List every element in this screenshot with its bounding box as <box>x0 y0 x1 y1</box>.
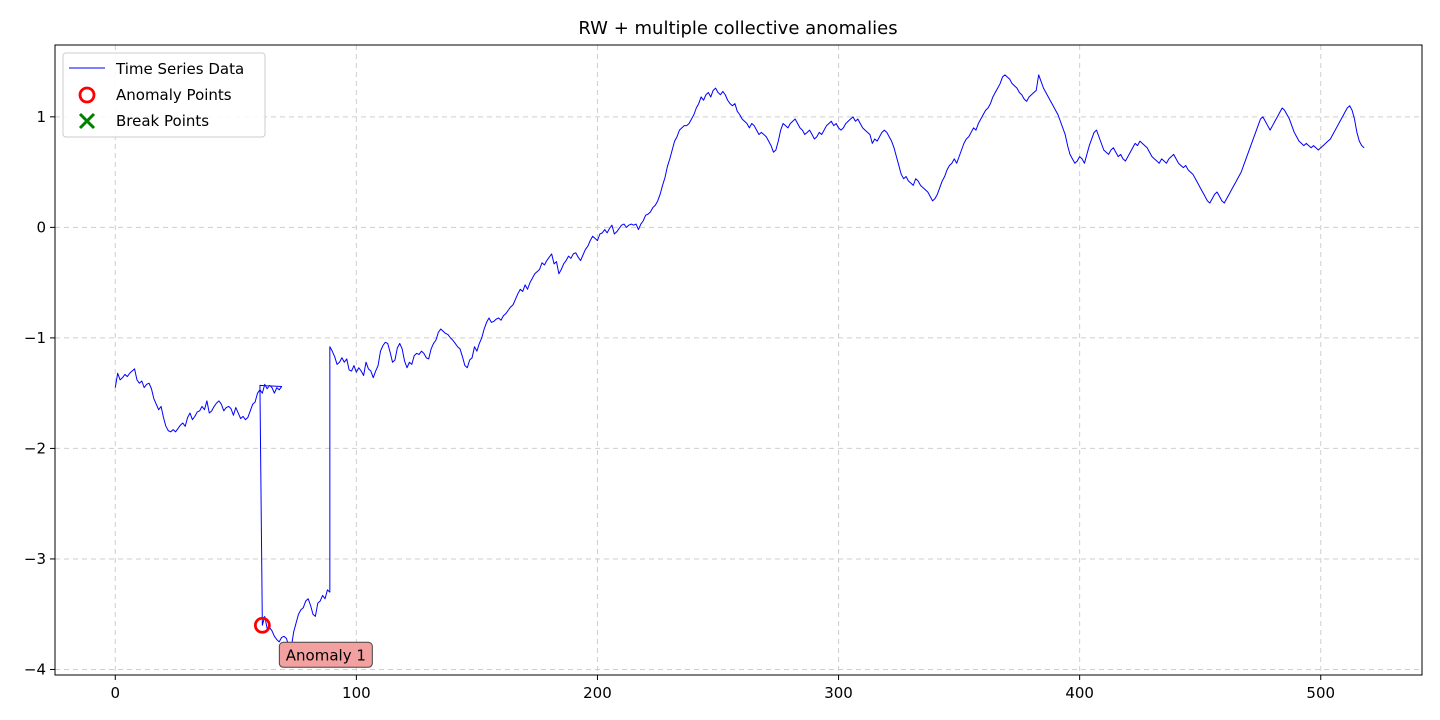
y-tick-label: 1 <box>36 108 46 126</box>
legend-label-anomaly-points: Anomaly Points <box>116 86 232 104</box>
y-tick-label: 0 <box>36 218 46 236</box>
x-tick-label: 100 <box>342 684 371 702</box>
y-tick-label: −1 <box>24 329 46 347</box>
legend-label-break-points: Break Points <box>116 112 209 130</box>
annotations: Anomaly 1 <box>278 641 373 668</box>
x-tick-label: 300 <box>824 684 853 702</box>
y-tick-label: −2 <box>24 439 46 457</box>
time-series-line <box>114 74 1365 648</box>
legend-box <box>62 52 266 138</box>
series-layer <box>114 74 1365 648</box>
annotation-box <box>278 641 373 668</box>
grid <box>55 45 1422 675</box>
y-tick-label: −3 <box>24 550 46 568</box>
axes: 0 100 200 300 400 500 1 0 −1 −2 −3 −4 <box>24 108 1335 702</box>
legend-label-time-series: Time Series Data <box>115 60 244 78</box>
x-tick-label: 0 <box>110 684 120 702</box>
x-tick-label: 500 <box>1306 684 1335 702</box>
anomaly-point-marker <box>253 616 271 634</box>
chart-title: RW + multiple collective anomalies <box>578 18 897 39</box>
x-tick-label: 200 <box>583 684 612 702</box>
annotation-label: Anomaly 1 <box>278 641 373 668</box>
plot-frame <box>54 44 1423 676</box>
y-tick-label: −4 <box>24 660 46 678</box>
legend-swatch-x-mark <box>78 112 96 130</box>
legend-swatch-circle <box>78 86 96 104</box>
legend: Time Series Data Anomaly Points Break Po… <box>62 52 266 138</box>
x-tick-label: 400 <box>1065 684 1094 702</box>
annotation-text: Anomaly 1 <box>286 646 366 664</box>
